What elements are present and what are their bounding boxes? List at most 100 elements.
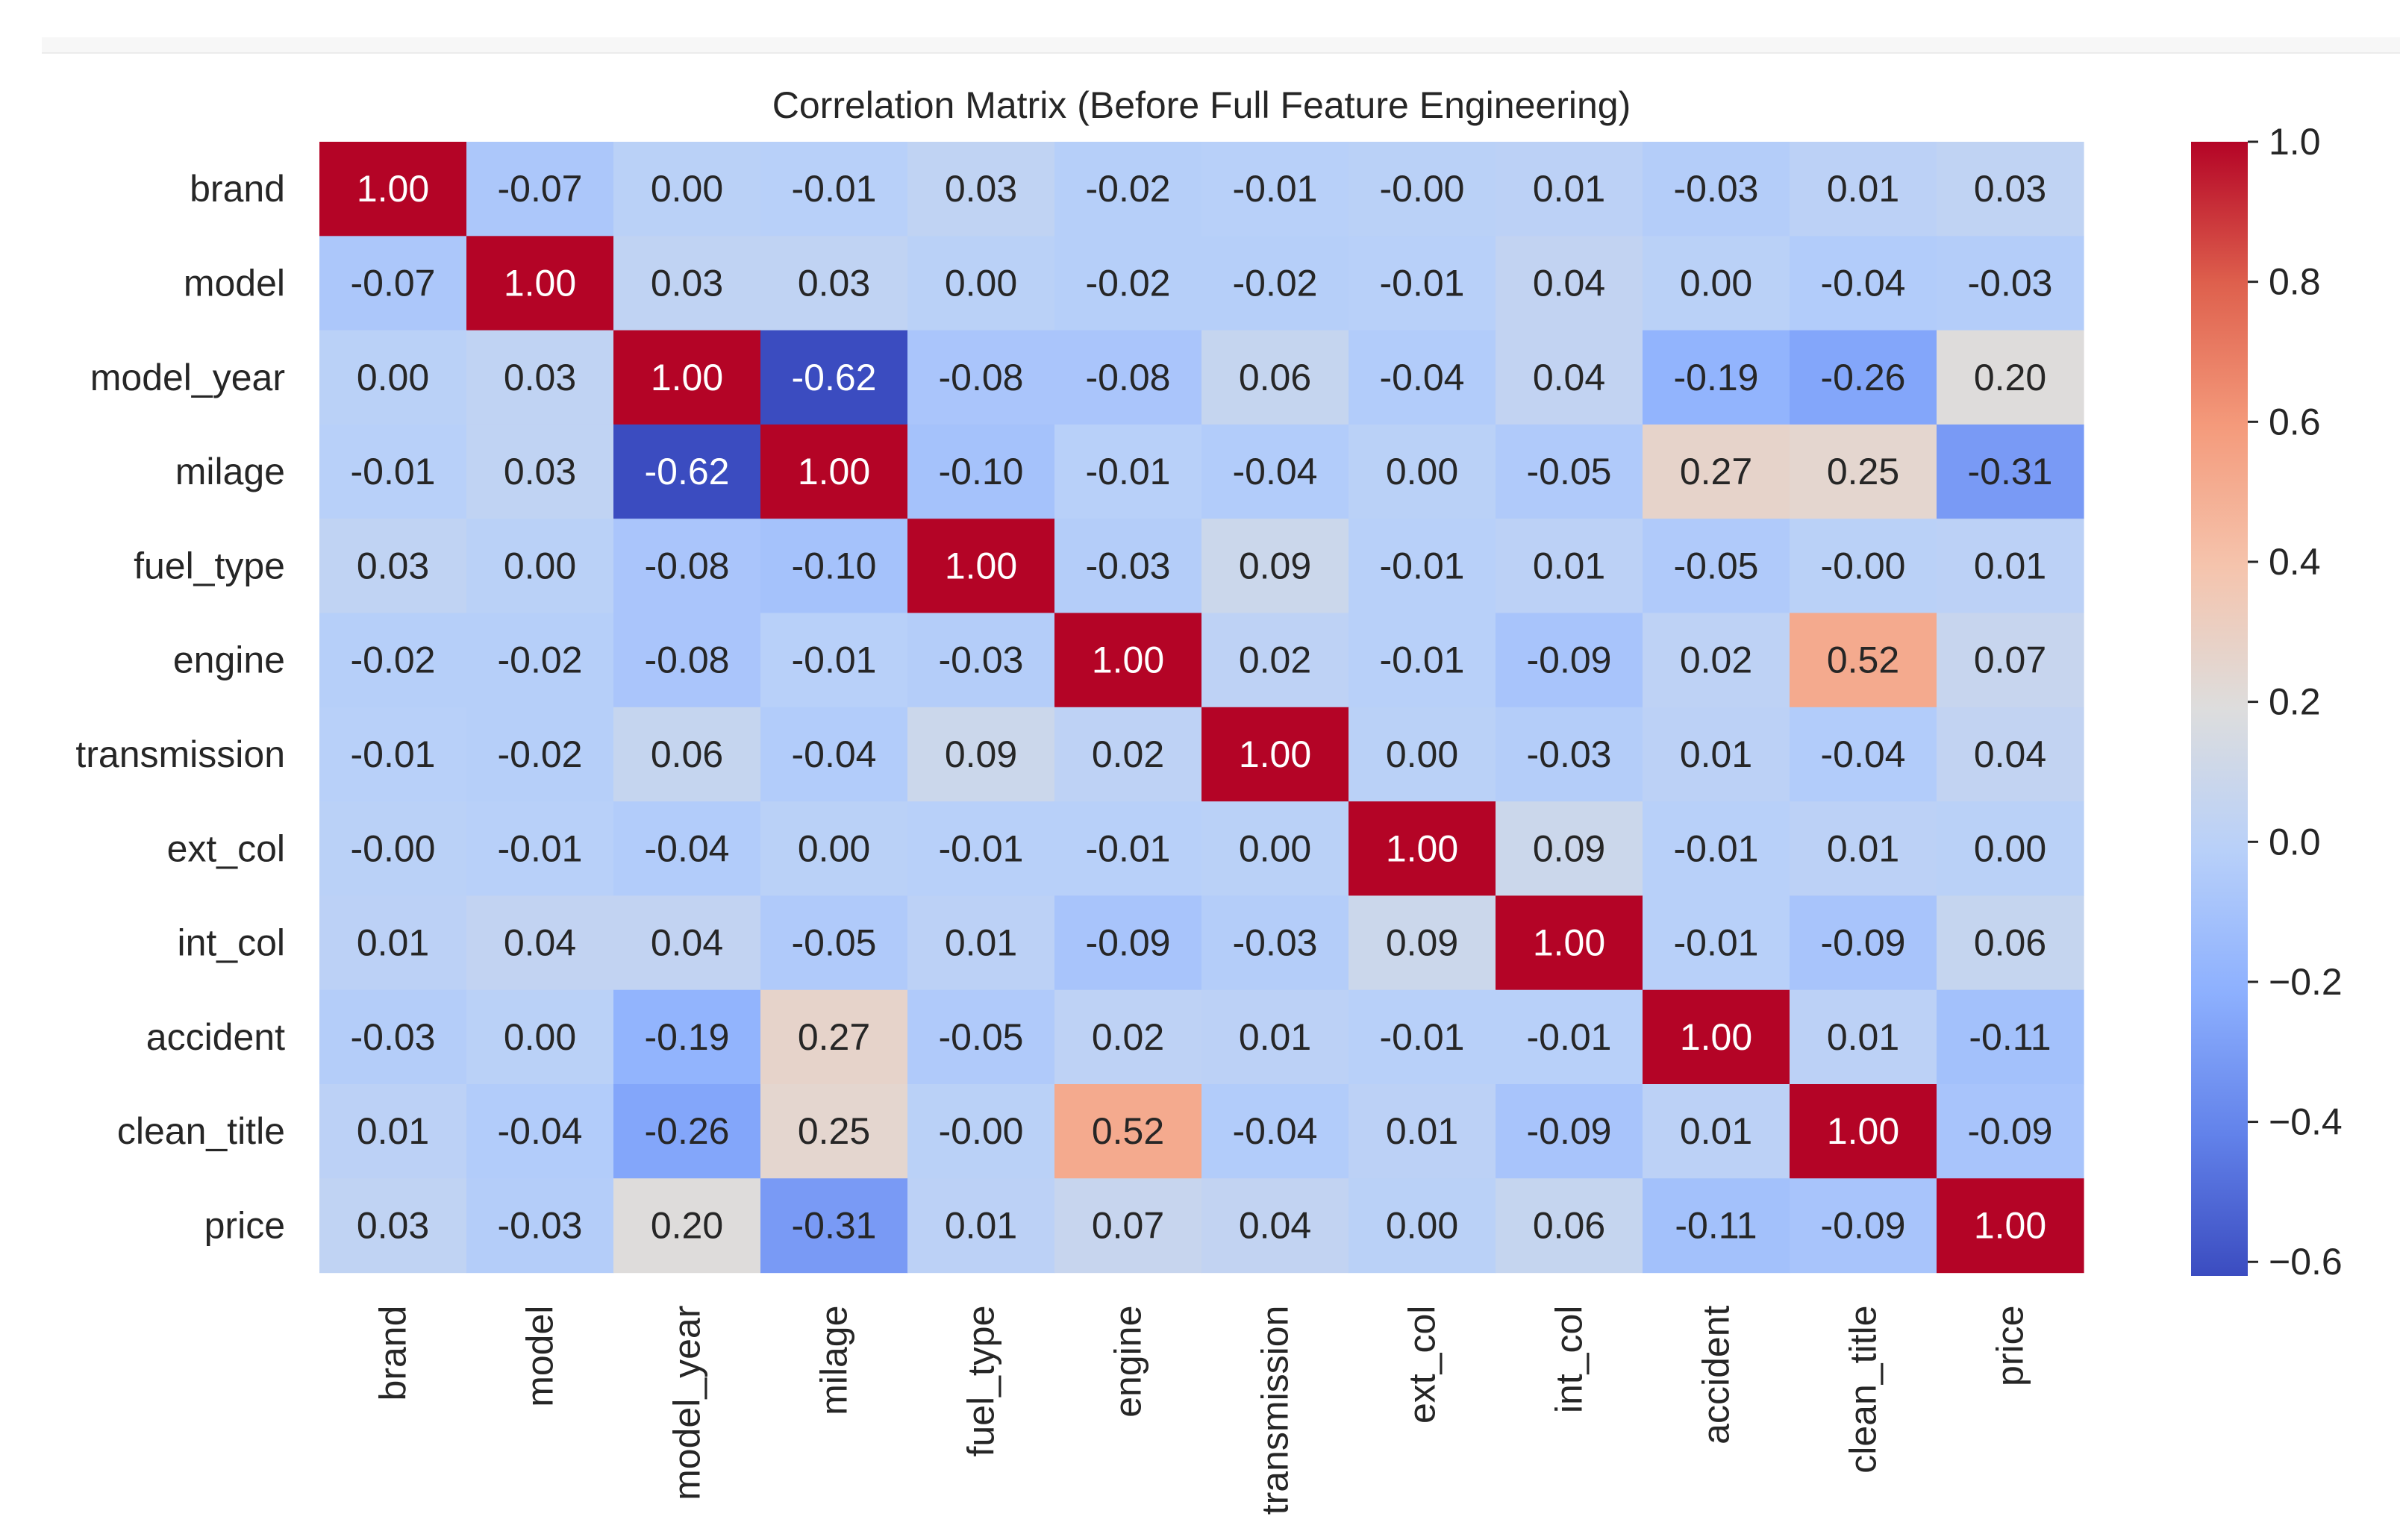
heatmap-cell: [1201, 801, 1349, 896]
heatmap-cell: [1937, 895, 2084, 991]
cell-annotation: 0.00: [1239, 827, 1311, 869]
heatmap-cell: [1790, 1084, 1937, 1179]
cell-annotation: -0.62: [645, 451, 730, 492]
heatmap-cell: [1349, 707, 1496, 802]
cell-annotation: -0.03: [1527, 733, 1612, 775]
heatmap-cell: [760, 895, 908, 991]
cell-annotation: 0.01: [1827, 1016, 1899, 1058]
column-label: transmission: [1254, 1306, 1296, 1515]
cell-annotation: -0.01: [351, 733, 436, 775]
heatmap-cell: [1937, 519, 2084, 614]
cell-annotation: -0.04: [1821, 262, 1906, 304]
cell-annotation: -0.01: [1380, 639, 1465, 681]
heatmap-cell: [613, 1084, 761, 1179]
cell-annotation: -0.09: [1527, 1110, 1612, 1152]
column-labels: brand model model_year milage fuel_type engin…: [372, 1305, 2031, 1515]
heatmap-cell: [760, 424, 908, 519]
cell-annotation: -0.09: [1821, 922, 1906, 964]
heatmap-cell: [466, 236, 614, 331]
heatmap-cell: [1349, 330, 1496, 425]
heatmap-cell: [907, 519, 1055, 614]
row-label: transmission: [75, 733, 285, 775]
column-label: accident: [1696, 1305, 1737, 1444]
cell-annotation: -0.09: [1821, 1204, 1906, 1246]
heatmap-cell: [1643, 895, 1790, 991]
cell-annotation: 0.07: [1092, 1204, 1164, 1246]
heatmap-cell: [466, 613, 614, 708]
cell-annotation: -0.02: [498, 639, 583, 681]
cell-annotation: 1.00: [1974, 1204, 2046, 1246]
cell-annotation: -0.31: [1968, 451, 2053, 492]
cell-annotation: -0.05: [1674, 545, 1759, 586]
cell-annotation: 0.00: [357, 357, 429, 398]
heatmap-cell: [319, 1084, 467, 1179]
heatmap-cell: [1496, 801, 1643, 896]
heatmap-cell: [1201, 895, 1349, 991]
colorbar: [2191, 142, 2248, 1276]
heatmap-cell: [1790, 613, 1937, 708]
cell-annotation: 0.01: [1827, 168, 1899, 210]
row-label: model: [184, 262, 285, 304]
cell-annotation: 0.01: [357, 1110, 429, 1152]
cell-annotation: 0.01: [1386, 1110, 1458, 1152]
cell-annotation: -0.09: [1527, 639, 1612, 681]
cell-annotation: 0.00: [1680, 262, 1752, 304]
cell-annotation: 0.52: [1092, 1110, 1164, 1152]
heatmap-cell: [613, 989, 761, 1085]
notebook-output-top-strip: [42, 37, 2400, 54]
cell-annotation: 1.00: [1239, 733, 1311, 775]
heatmap-cell: [1349, 989, 1496, 1085]
heatmap-cell: [760, 1084, 908, 1179]
heatmap-cell: [1643, 707, 1790, 802]
heatmap-cell: [1937, 424, 2084, 519]
column-label: model_year: [666, 1306, 708, 1500]
heatmap-cell: [1937, 1084, 2084, 1179]
colorbar-tick-label: 0.2: [2269, 681, 2321, 723]
cell-annotation: -0.03: [1086, 545, 1171, 586]
heatmap-cell: [1054, 801, 1202, 896]
row-label: price: [204, 1204, 285, 1246]
heatmap-cell: [1349, 1084, 1496, 1179]
heatmap-cell: [907, 707, 1055, 802]
row-label: milage: [175, 451, 285, 492]
cell-annotation: 0.03: [1974, 168, 2046, 210]
heatmap-cell: [1790, 236, 1937, 331]
cell-annotation: 0.09: [1533, 827, 1605, 869]
cell-annotation: -0.01: [1527, 1016, 1612, 1058]
cell-annotation: -0.01: [1086, 827, 1171, 869]
colorbar-tick-label: 0.4: [2269, 541, 2321, 583]
colorbar-tick-label: 0.6: [2269, 401, 2321, 442]
heatmap-cell: [1496, 330, 1643, 425]
cell-annotation: 1.00: [1827, 1110, 1899, 1152]
heatmap-cell: [1790, 519, 1937, 614]
column-label: brand: [372, 1306, 414, 1401]
heatmap-cell: [1349, 424, 1496, 519]
cell-annotation: -0.04: [645, 827, 730, 869]
heatmap-cell: [1643, 142, 1790, 237]
heatmap-cell: [907, 1178, 1055, 1274]
heatmap-cell: [1937, 1178, 2084, 1274]
cell-annotation: 0.00: [504, 1016, 576, 1058]
heatmap-cell: [1349, 613, 1496, 708]
heatmap-cell: [1496, 1084, 1643, 1179]
colorbar-tick-label: −0.4: [2269, 1101, 2343, 1143]
heatmap-cell: [1054, 1084, 1202, 1179]
heatmap-cell: [1496, 142, 1643, 237]
heatmap-cell: [319, 142, 467, 237]
heatmap-cell: [1201, 707, 1349, 802]
cell-annotation: 0.01: [1974, 545, 2046, 586]
heatmap-cell: [1937, 236, 2084, 331]
cell-annotation: 0.03: [798, 262, 870, 304]
heatmap-cell: [760, 236, 908, 331]
cell-annotation: 1.00: [1680, 1016, 1752, 1058]
heatmap-cell: [319, 236, 467, 331]
cell-annotation: -0.11: [1969, 1016, 2051, 1058]
heatmap-cell: [466, 707, 614, 802]
heatmap-cell: [1643, 424, 1790, 519]
cell-annotation: 1.00: [1533, 922, 1605, 964]
row-label: clean_title: [117, 1110, 285, 1152]
heatmap-cell: [1054, 424, 1202, 519]
column-label: milage: [813, 1306, 855, 1415]
row-label: accident: [146, 1016, 285, 1058]
